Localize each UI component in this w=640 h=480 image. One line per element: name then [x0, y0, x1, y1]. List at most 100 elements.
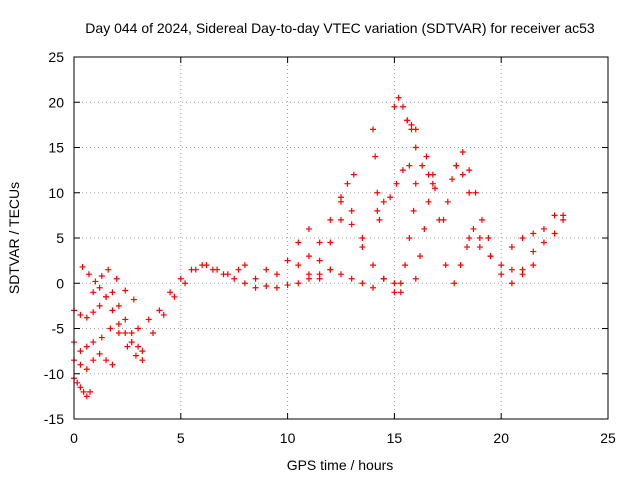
data-point — [508, 266, 515, 273]
data-point — [406, 235, 413, 241]
data-point — [429, 180, 436, 187]
series-track-4 — [71, 325, 146, 364]
plot-area-border — [73, 56, 609, 420]
data-point — [295, 239, 302, 246]
data-point — [145, 316, 152, 323]
data-point — [370, 262, 377, 269]
series-track-14 — [338, 171, 357, 201]
data-point — [235, 266, 242, 273]
data-point — [83, 343, 90, 350]
data-point — [387, 194, 394, 201]
data-point — [305, 225, 312, 232]
data-point — [410, 207, 417, 214]
data-point — [80, 388, 87, 395]
data-point — [273, 284, 280, 291]
data-point — [457, 262, 464, 269]
y-tick-label: 5 — [56, 230, 64, 246]
data-point — [316, 239, 323, 246]
data-point — [83, 366, 90, 373]
data-point — [376, 216, 383, 223]
data-point — [96, 302, 103, 309]
series-track-19 — [397, 180, 419, 287]
data-point — [327, 266, 334, 273]
series-track-23 — [453, 149, 492, 241]
data-point — [530, 262, 537, 269]
y-tick-label: 10 — [48, 185, 64, 201]
data-point — [122, 316, 129, 323]
data-point — [440, 216, 447, 223]
data-point — [150, 330, 157, 337]
series-track-18 — [404, 117, 438, 192]
chart-title: Day 044 of 2024, Sidereal Day-to-day VTE… — [85, 20, 595, 36]
data-point — [412, 275, 419, 282]
x-tick-label: 15 — [387, 430, 403, 446]
data-point — [419, 162, 426, 169]
data-point — [96, 350, 103, 357]
data-point — [530, 230, 537, 237]
data-point — [295, 262, 302, 269]
data-point — [391, 103, 398, 110]
data-point — [160, 311, 167, 318]
data-point — [380, 275, 387, 282]
y-tick-label: 15 — [48, 140, 64, 156]
data-point — [338, 271, 344, 278]
y-tick-label: 20 — [48, 94, 64, 110]
data-point — [167, 289, 174, 296]
series-track-15 — [370, 126, 383, 223]
data-point — [374, 207, 381, 214]
data-point — [220, 271, 227, 278]
y-tick-labels: -15 -10 -5 0 5 10 15 20 25 — [44, 49, 64, 427]
data-point — [105, 266, 112, 273]
data-point — [263, 282, 270, 289]
data-point — [397, 280, 404, 287]
data-point — [519, 266, 526, 273]
grid-lines — [73, 56, 609, 420]
data-point — [464, 244, 471, 251]
data-point — [478, 216, 485, 223]
data-point — [560, 212, 567, 219]
data-point — [199, 262, 206, 269]
data-point — [338, 216, 344, 223]
data-point — [231, 275, 238, 282]
data-point — [417, 253, 424, 260]
data-point — [451, 280, 458, 287]
data-point — [338, 194, 344, 201]
data-point — [391, 280, 398, 287]
data-point — [252, 275, 259, 282]
series-track-20 — [412, 171, 436, 282]
x-axis-label: GPS time / hours — [287, 457, 394, 473]
data-point — [171, 293, 178, 300]
data-point — [107, 325, 114, 332]
data-point — [397, 289, 404, 296]
data-point — [77, 311, 84, 318]
data-point — [122, 330, 129, 337]
data-point — [476, 244, 483, 251]
data-point — [370, 126, 377, 133]
data-point — [77, 348, 84, 355]
data-point — [98, 334, 105, 341]
data-point — [412, 180, 419, 187]
series-track-16 — [374, 162, 413, 214]
data-point — [498, 262, 505, 269]
data-point — [348, 221, 355, 228]
data-point — [305, 253, 312, 260]
data-point — [498, 271, 505, 278]
data-point — [459, 149, 466, 156]
data-point — [530, 248, 537, 255]
y-tick-label: -15 — [44, 411, 64, 427]
data-point — [402, 262, 409, 269]
data-point — [399, 103, 406, 110]
y-tick-label: 25 — [48, 49, 64, 65]
data-point — [92, 278, 99, 285]
data-point — [103, 293, 110, 300]
data-point — [372, 153, 379, 160]
data-point — [404, 117, 411, 124]
data-point — [115, 330, 122, 337]
data-point — [90, 357, 97, 364]
data-point — [139, 357, 146, 364]
data-point — [77, 384, 84, 391]
data-point — [96, 284, 103, 291]
data-point — [85, 271, 92, 278]
x-tick-label: 5 — [177, 430, 185, 446]
